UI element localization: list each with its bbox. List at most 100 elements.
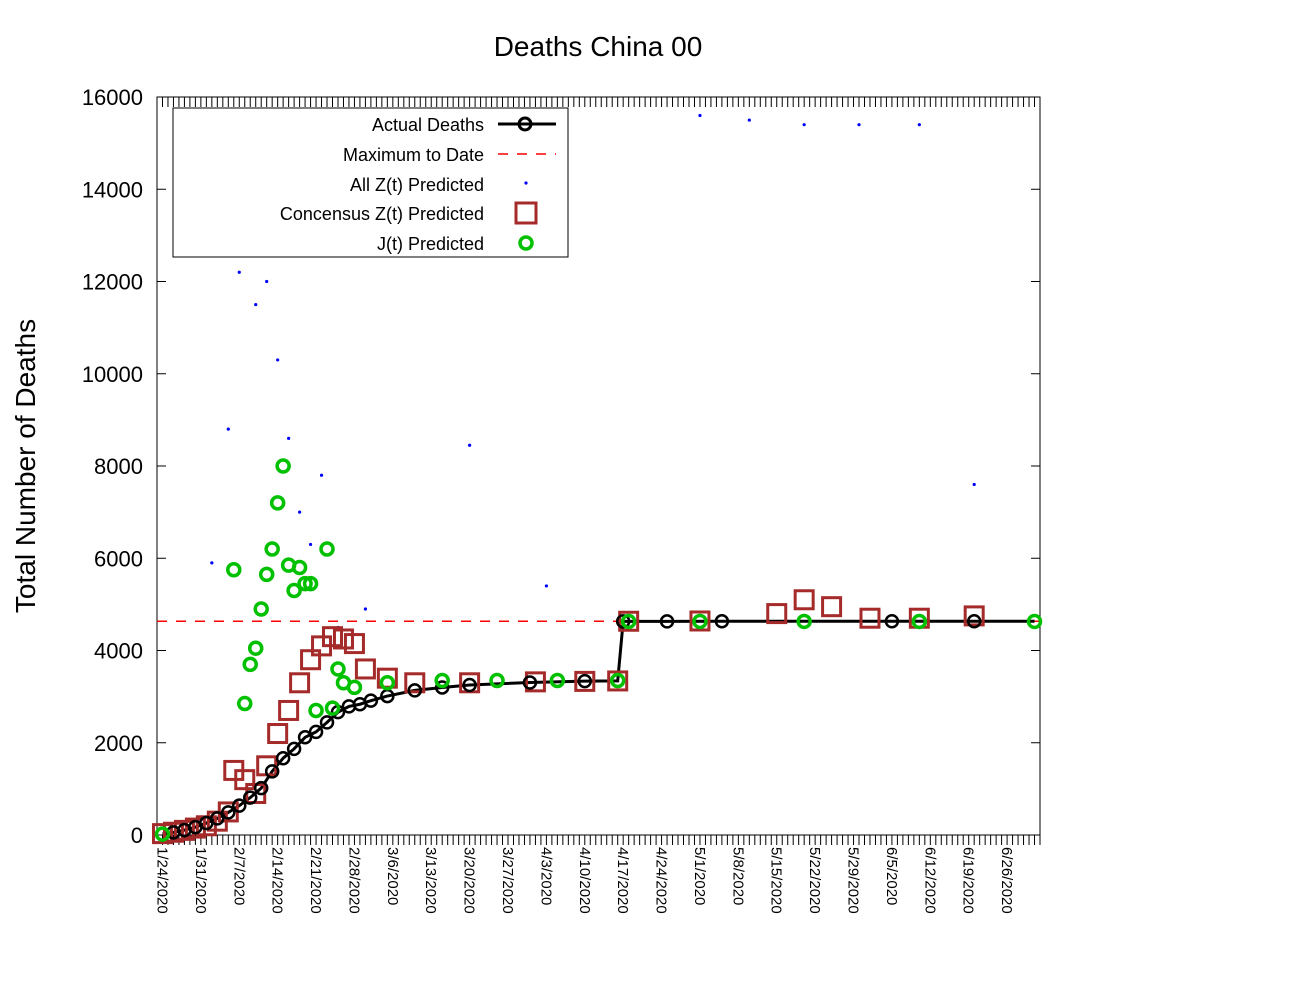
consensus-point bbox=[618, 610, 640, 632]
actual-deaths-point bbox=[210, 811, 225, 826]
all-z-point bbox=[210, 561, 214, 565]
consensus-point bbox=[766, 603, 788, 625]
j-predicted-point bbox=[324, 700, 341, 716]
y-tick-label: 0 bbox=[131, 823, 143, 848]
all-z-point bbox=[254, 302, 258, 307]
consensus-point bbox=[343, 633, 365, 655]
x-tick-label: 3/27/2020 bbox=[499, 847, 516, 914]
x-tick-label: 5/1/2020 bbox=[691, 847, 708, 905]
j-predicted-point bbox=[330, 661, 346, 677]
j-predicted-point bbox=[308, 702, 324, 719]
actual-deaths-point bbox=[577, 673, 593, 689]
j-predicted-point bbox=[489, 672, 505, 689]
y-tick-label: 16000 bbox=[82, 85, 143, 110]
legend-box bbox=[172, 107, 569, 258]
consensus-point bbox=[234, 769, 256, 791]
legend-label-all-z: All Z(t) Predicted bbox=[350, 175, 484, 195]
plot-area: 0 2000 4000 6000 8000 10000 12000 14000 16000 1/2… bbox=[82, 85, 1043, 914]
x-tick-label: 5/8/2020 bbox=[729, 847, 746, 905]
j-predicted-point bbox=[692, 613, 708, 630]
all-z-point bbox=[917, 123, 921, 127]
x-tick-label: 2/7/2020 bbox=[230, 847, 247, 905]
y-tick-label: 8000 bbox=[94, 454, 143, 479]
consensus-point bbox=[963, 605, 985, 627]
legend-marker-j bbox=[518, 235, 534, 251]
j-predicted-point bbox=[319, 541, 335, 557]
consensus-point bbox=[278, 699, 300, 721]
actual-deaths-point bbox=[232, 798, 247, 813]
x-tick-label: 3/20/2020 bbox=[461, 847, 478, 914]
actual-deaths-point bbox=[659, 614, 675, 629]
y-tick-label: 6000 bbox=[94, 546, 143, 571]
legend-label-actual: Actual Deaths bbox=[372, 115, 484, 135]
j-predicted-point bbox=[291, 559, 308, 576]
consensus-point bbox=[793, 589, 815, 611]
actual-deaths-point bbox=[297, 730, 313, 745]
x-tick-label: 1/24/2020 bbox=[153, 847, 170, 914]
consensus-point bbox=[574, 670, 596, 692]
x-tick-label: 2/14/2020 bbox=[269, 847, 286, 914]
all-z-point bbox=[468, 443, 472, 447]
consensus-point bbox=[322, 626, 344, 648]
x-tick-label: 1/31/2020 bbox=[192, 847, 209, 914]
actual-deaths-point bbox=[221, 805, 236, 820]
legend: Actual Deaths Maximum to Date All Z(t) P… bbox=[172, 107, 569, 258]
consensus-point bbox=[859, 607, 881, 629]
j-predicted-point bbox=[346, 679, 363, 696]
all-z-point bbox=[363, 607, 368, 611]
actual-deaths-point bbox=[966, 614, 982, 629]
all-z-point bbox=[226, 427, 230, 431]
x-tick-label: 4/3/2020 bbox=[537, 847, 554, 905]
actual-deaths-point bbox=[242, 790, 258, 805]
x-tick-label: 6/12/2020 bbox=[921, 847, 938, 914]
j-predicted-point bbox=[286, 582, 302, 599]
actual-deaths-point bbox=[434, 680, 450, 695]
all-z-point bbox=[857, 123, 861, 127]
all-z-point bbox=[237, 270, 241, 274]
j-predicted-point bbox=[275, 458, 291, 474]
consensus-point bbox=[607, 670, 629, 692]
all-z-point bbox=[276, 358, 280, 362]
actual-deaths-line bbox=[162, 619, 1035, 836]
j-predicted-point bbox=[253, 601, 269, 617]
j-predicted-point bbox=[226, 562, 242, 578]
consensus-point bbox=[173, 819, 195, 841]
j-predicted-point bbox=[379, 675, 396, 691]
consensus-point bbox=[332, 628, 354, 650]
j-predicted-point bbox=[911, 613, 928, 630]
x-tick-label: 6/5/2020 bbox=[883, 847, 900, 905]
all-z-point bbox=[287, 436, 291, 440]
x-tick-label: 5/29/2020 bbox=[845, 847, 862, 914]
y-axis-label: Total Number of Deaths bbox=[10, 319, 41, 613]
actual-deaths-point bbox=[319, 715, 335, 730]
consensus-point bbox=[821, 596, 843, 618]
all-z-point bbox=[319, 473, 324, 477]
j-predicted-point bbox=[609, 672, 626, 689]
x-tick-label: 2/28/2020 bbox=[345, 847, 362, 914]
j-predicted-point bbox=[796, 613, 812, 630]
x-tick-label: 3/13/2020 bbox=[422, 847, 439, 914]
chart-title: Deaths China 00 bbox=[494, 31, 703, 62]
all-z-point bbox=[698, 113, 702, 118]
actual-deaths-point bbox=[264, 764, 280, 779]
j-predicted-point bbox=[242, 656, 258, 673]
j-predicted-point bbox=[302, 575, 319, 592]
x-tick-label: 6/26/2020 bbox=[998, 847, 1015, 914]
x-tick-label: 4/10/2020 bbox=[576, 847, 593, 914]
j-predicted-point bbox=[549, 672, 566, 689]
consensus-point bbox=[404, 672, 426, 694]
legend-marker-actual bbox=[517, 116, 533, 132]
consensus-point bbox=[267, 723, 289, 745]
actual-deaths-point bbox=[363, 693, 379, 708]
j-predicted-point bbox=[264, 541, 280, 557]
y-tick-label: 12000 bbox=[82, 270, 143, 295]
actual-deaths-point bbox=[884, 614, 900, 629]
j-predicted-point bbox=[247, 640, 264, 656]
actual-deaths-point bbox=[308, 724, 324, 740]
consensus-point bbox=[300, 649, 322, 671]
y-tick-label: 2000 bbox=[94, 731, 143, 756]
consensus-point bbox=[151, 823, 173, 845]
actual-deaths-point bbox=[522, 675, 538, 690]
x-tick-label: 2/21/2020 bbox=[307, 847, 324, 914]
actual-deaths-point bbox=[275, 750, 291, 766]
